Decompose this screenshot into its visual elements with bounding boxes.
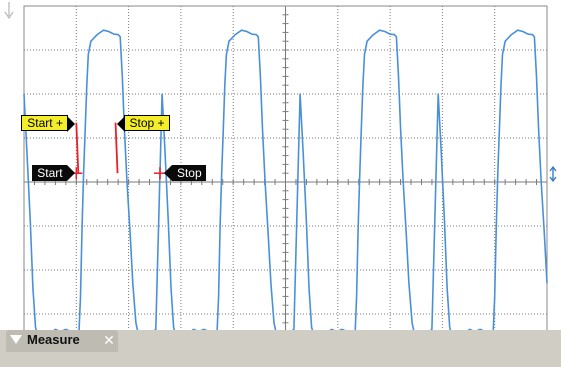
stop-marker-label[interactable]: Stop — [164, 165, 206, 182]
arrow-up-down-icon — [549, 165, 557, 183]
measurement-cursors — [70, 122, 166, 180]
chevron-down-icon[interactable] — [10, 335, 22, 344]
close-icon[interactable]: ✕ — [103, 333, 115, 349]
arrow-down-icon — [4, 2, 14, 20]
stop-plus-marker-label[interactable]: Stop + — [116, 114, 170, 132]
start-plus-marker-label[interactable]: Start + — [21, 114, 75, 132]
stop-crosshair — [153, 167, 166, 180]
start-marker-label[interactable]: Start — [32, 165, 76, 182]
measure-tab[interactable]: Measure ✕ — [6, 330, 118, 352]
stop-plus-cursor-line — [114, 122, 119, 174]
edge-indicators — [4, 2, 557, 183]
start-plus-cursor-line — [75, 122, 80, 174]
measure-tab-label: Measure — [27, 332, 80, 347]
